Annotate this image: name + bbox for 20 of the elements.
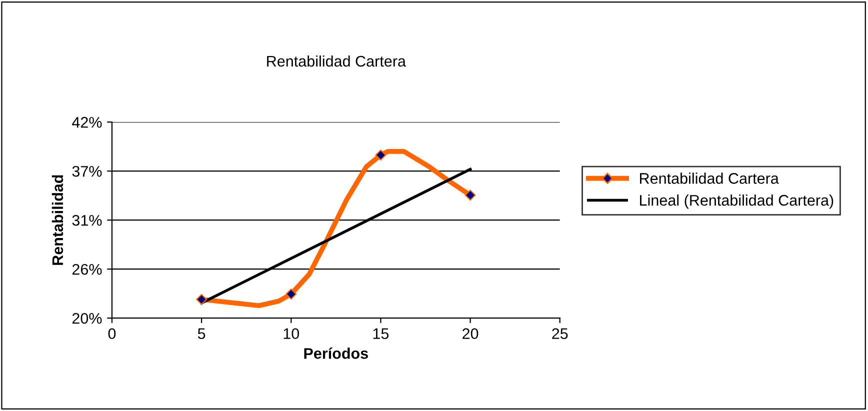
point xyxy=(286,288,297,300)
x-tick-label: 5 xyxy=(198,328,206,340)
y-tick-label: 42% xyxy=(72,116,102,128)
legend-label: Lineal (Rentabilidad Cartera) xyxy=(640,194,834,209)
point xyxy=(464,190,476,201)
y-tick-label: 37% xyxy=(72,166,102,177)
point xyxy=(196,294,208,305)
x-tick-label: 10 xyxy=(284,328,300,340)
chart-title: Rentabilidad Cartera xyxy=(267,55,406,67)
legend-label: Rentabilidad Cartera xyxy=(640,172,779,184)
x-tick-label: 25 xyxy=(552,328,568,340)
x-tick-label: 0 xyxy=(108,328,116,340)
y-axis-title: Rentabilidad xyxy=(52,175,64,265)
x-tick-label: 15 xyxy=(373,328,389,340)
y-tick-label: 26% xyxy=(72,264,102,275)
point xyxy=(375,150,386,161)
x-tick-label: 20 xyxy=(462,328,478,340)
x-axis-title: Períodos xyxy=(304,348,368,359)
y-tick-label: 20% xyxy=(72,312,102,324)
y-tick-label: 31% xyxy=(72,214,102,226)
